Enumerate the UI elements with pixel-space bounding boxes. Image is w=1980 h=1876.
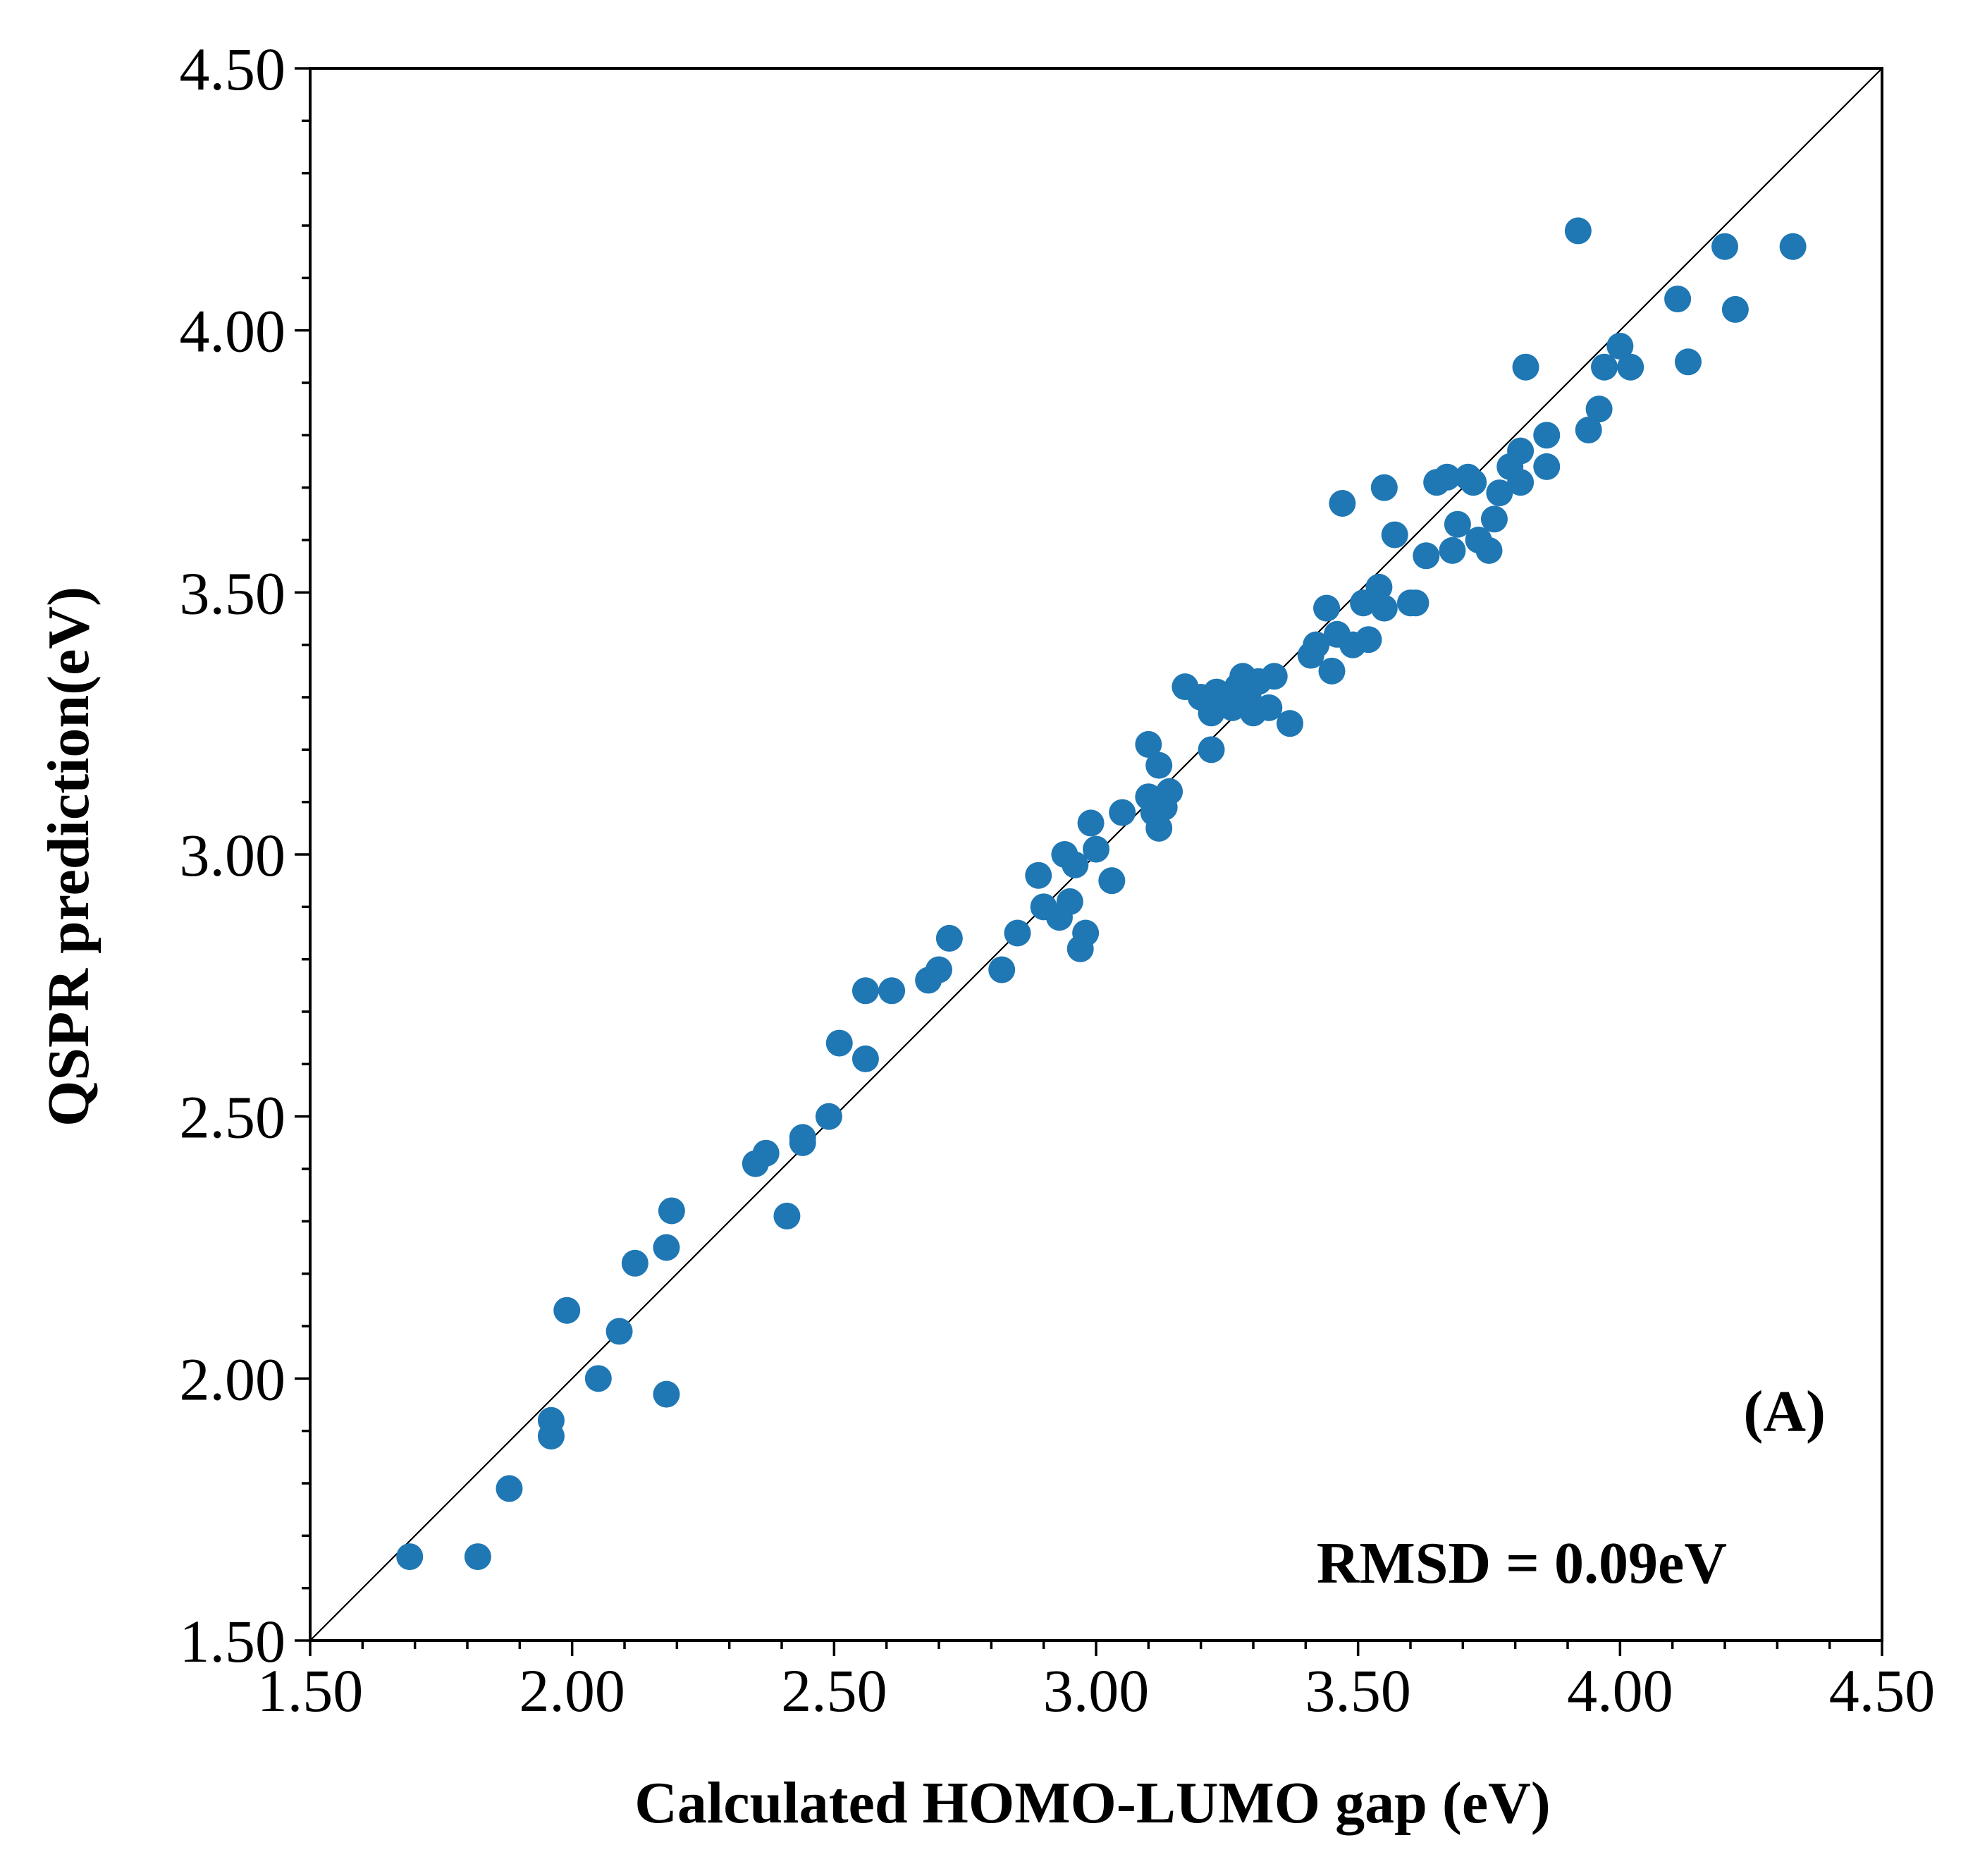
data-point	[496, 1475, 523, 1502]
data-point	[1109, 799, 1136, 826]
panel-label: (A)	[1743, 1379, 1826, 1445]
x-tick-label: 4.50	[1829, 1657, 1936, 1724]
data-point	[1475, 537, 1503, 564]
data-point	[1198, 736, 1225, 764]
x-tick-label: 1.50	[257, 1657, 364, 1724]
data-point	[1575, 416, 1602, 443]
data-point	[464, 1543, 491, 1571]
data-points-layer	[396, 217, 1807, 1571]
data-point	[1439, 537, 1466, 564]
data-point	[1413, 542, 1440, 570]
data-point	[553, 1296, 581, 1324]
data-point	[1313, 594, 1341, 622]
data-point	[851, 1045, 879, 1072]
data-point	[1381, 521, 1408, 548]
data-point	[396, 1543, 424, 1571]
data-point	[1444, 510, 1471, 538]
y-tick-label: 1.50	[180, 1607, 286, 1675]
data-point	[537, 1406, 565, 1434]
data-point	[935, 924, 963, 952]
data-point	[1004, 919, 1031, 947]
data-point	[653, 1234, 680, 1261]
y-tick-label: 2.50	[180, 1084, 286, 1151]
data-point	[1674, 348, 1702, 376]
x-tick-label: 3.00	[1043, 1657, 1150, 1724]
rmsd-annotation: RMSD = 0.09eV	[1317, 1531, 1727, 1596]
data-point	[815, 1103, 842, 1130]
data-point	[1664, 286, 1692, 313]
data-point	[1507, 469, 1535, 496]
data-point	[1098, 867, 1126, 895]
data-point	[1255, 694, 1283, 721]
data-point	[1460, 469, 1487, 496]
data-point	[1077, 809, 1105, 837]
data-point	[1606, 332, 1634, 360]
data-point	[988, 956, 1016, 983]
data-point	[1355, 626, 1382, 654]
data-point	[1591, 353, 1618, 381]
data-point	[1370, 594, 1398, 622]
data-point	[605, 1318, 633, 1345]
data-point	[1083, 835, 1109, 863]
data-point	[621, 1249, 648, 1277]
data-point	[752, 1139, 780, 1167]
y-tick-label: 3.50	[180, 559, 286, 627]
data-point	[1365, 573, 1393, 601]
data-point	[878, 977, 906, 1005]
x-tick-label: 3.50	[1305, 1657, 1411, 1724]
data-point	[1145, 752, 1173, 779]
y-tick-label: 4.50	[180, 35, 286, 103]
data-point	[1145, 814, 1173, 842]
data-point	[1721, 295, 1749, 323]
x-tick-label: 4.00	[1567, 1657, 1673, 1724]
data-point	[1434, 463, 1461, 491]
data-point	[1512, 353, 1539, 381]
data-point	[825, 1029, 853, 1057]
y-tick-label: 2.00	[180, 1345, 286, 1413]
data-point	[1277, 710, 1304, 737]
data-point	[658, 1197, 685, 1225]
data-point	[1072, 919, 1100, 947]
x-axis-title: Calculated HOMO-LUMO gap (eV)	[634, 1770, 1551, 1836]
data-point	[1025, 862, 1052, 889]
data-point	[1585, 396, 1613, 423]
data-point	[1402, 589, 1429, 617]
data-point	[1056, 888, 1083, 915]
data-point	[1779, 233, 1807, 260]
data-point	[584, 1365, 612, 1392]
x-tick-label: 2.00	[519, 1657, 625, 1724]
data-point	[789, 1124, 816, 1151]
data-point	[1370, 474, 1398, 501]
data-point	[851, 977, 879, 1005]
data-point	[653, 1380, 680, 1408]
data-point	[1617, 353, 1644, 381]
data-point	[1318, 657, 1346, 685]
data-point	[1507, 437, 1535, 465]
data-point	[926, 956, 952, 983]
data-point	[1533, 422, 1561, 449]
data-point	[1062, 851, 1089, 878]
y-tick-label: 3.00	[180, 821, 286, 889]
data-point	[1303, 631, 1330, 658]
data-point	[1329, 489, 1356, 517]
data-point	[1135, 730, 1162, 758]
data-point	[1533, 453, 1561, 480]
data-point	[1480, 505, 1508, 533]
data-point	[773, 1202, 801, 1230]
data-point	[1486, 479, 1513, 507]
y-tick-label: 4.00	[180, 298, 286, 365]
axis-ticks-layer	[295, 67, 1883, 1656]
data-point	[1260, 663, 1288, 690]
x-tick-label: 2.50	[781, 1657, 887, 1724]
data-point	[1711, 233, 1738, 260]
data-point	[1564, 217, 1592, 245]
tick-labels-layer: 1.50 2.00 2.50 3.00 3.50 4.00 4.50 1.50 2.00 2.50…	[180, 35, 1936, 1724]
y-axis-title: QSPR prediction(eV)	[36, 587, 102, 1127]
data-point	[1156, 778, 1183, 805]
